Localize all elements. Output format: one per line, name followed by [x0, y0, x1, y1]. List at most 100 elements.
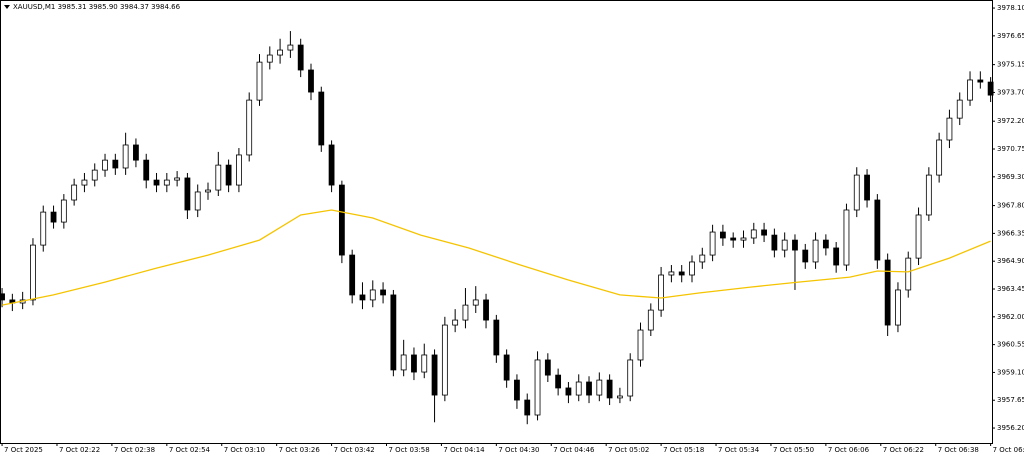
- candle-body: [328, 144, 335, 186]
- candle-body: [441, 324, 448, 396]
- candle-body: [617, 395, 623, 399]
- candle-body: [215, 164, 222, 191]
- candle-body: [225, 164, 232, 186]
- x-tick-label: 7 Oct 06:54: [993, 446, 1024, 454]
- candle-body: [555, 374, 562, 389]
- candle-body: [236, 154, 242, 186]
- candle-body: [750, 229, 757, 239]
- x-tick-label: 7 Oct 04:46: [553, 446, 595, 454]
- candle-body: [905, 257, 912, 291]
- moving-average: [1, 209, 991, 306]
- y-tick-label: 3964.90: [997, 257, 1024, 265]
- candle-body: [205, 189, 211, 193]
- y-tick-label: 3956.20: [997, 424, 1024, 432]
- x-tick-label: 7 Oct 02:38: [114, 446, 155, 454]
- x-tick-label: 7 Oct 06:06: [828, 446, 870, 454]
- candle-body: [719, 231, 726, 239]
- candle-body: [864, 174, 870, 201]
- y-tick-label: 3963.45: [997, 285, 1024, 293]
- y-tick-label: 3962.00: [997, 313, 1024, 321]
- candle-body: [297, 44, 304, 71]
- y-tick-label: 3960.55: [997, 341, 1024, 349]
- candle-body: [802, 249, 809, 263]
- candle-body: [874, 199, 881, 261]
- candle-body: [967, 79, 973, 101]
- candle-body: [792, 239, 798, 251]
- y-tick-label: 3978.10: [997, 4, 1024, 12]
- candle-body: [462, 304, 469, 321]
- y-tick-label: 3969.30: [997, 173, 1024, 181]
- x-tick-label: 7 Oct 05:34: [718, 446, 760, 454]
- candle-body: [112, 159, 119, 169]
- candle-body: [936, 139, 943, 176]
- candle-body: [668, 271, 675, 276]
- candle-body: [411, 354, 417, 373]
- candle-body: [678, 271, 685, 276]
- candle-body: [174, 177, 181, 181]
- candle-body: [895, 289, 901, 326]
- candle-body: [133, 144, 139, 161]
- x-tick-label: 7 Oct 05:18: [663, 446, 704, 454]
- candle-body: [277, 49, 283, 56]
- candle-body: [884, 259, 891, 326]
- x-tick-label: 7 Oct 06:38: [938, 446, 979, 454]
- candle-body: [40, 211, 47, 246]
- candle-body: [647, 309, 654, 331]
- candle-body: [699, 254, 706, 263]
- candle-body: [822, 239, 829, 249]
- candle-body: [122, 144, 129, 169]
- candle-body: [153, 179, 160, 186]
- y-tick-label: 3967.80: [997, 202, 1024, 210]
- y-tick-label: 3970.75: [997, 145, 1024, 153]
- candle-body: [349, 254, 356, 296]
- candle-body: [256, 61, 263, 101]
- candle-body: [544, 359, 551, 376]
- candle-body: [843, 209, 850, 266]
- candle-body: [956, 99, 963, 119]
- candle-body: [483, 299, 489, 321]
- candle-body: [853, 174, 860, 211]
- x-tick-label: 7 Oct 04:30: [498, 446, 539, 454]
- x-tick-label: 7 Oct 04:14: [443, 446, 485, 454]
- candle-body: [431, 354, 438, 396]
- candle-body: [833, 247, 840, 266]
- y-tick-label: 3976.65: [997, 32, 1024, 40]
- candle-body: [102, 159, 108, 171]
- x-tick-label: 7 Oct 03:58: [389, 446, 430, 454]
- menu-triangle[interactable]: [4, 5, 10, 9]
- candle-body: [421, 354, 428, 373]
- candle-body: [60, 199, 67, 223]
- x-tick-label: 7 Oct 2025: [4, 446, 43, 454]
- candle-body: [338, 184, 345, 256]
- x-tick-label: 7 Oct 02:54: [169, 446, 211, 454]
- candle-body: [266, 54, 273, 63]
- candle-body: [781, 239, 788, 251]
- candle-body: [0, 293, 5, 301]
- candle-body: [596, 379, 603, 396]
- candle-body: [565, 387, 572, 396]
- candle-body: [977, 79, 984, 83]
- candle-body: [503, 354, 510, 381]
- y-tick-label: 3966.35: [997, 229, 1024, 237]
- candle-body: [163, 179, 170, 186]
- y-tick-label: 3975.15: [997, 61, 1024, 69]
- candle-body: [689, 261, 695, 276]
- candle-body: [534, 359, 541, 416]
- x-tick-label: 7 Oct 02:22: [59, 446, 100, 454]
- x-tick-label: 7 Oct 06:22: [883, 446, 924, 454]
- candle-body: [514, 379, 520, 401]
- candle-body: [143, 159, 150, 181]
- y-tick-label: 3959.10: [997, 368, 1024, 376]
- candle-body: [308, 69, 314, 93]
- candle-body: [194, 191, 201, 211]
- x-tick-label: 7 Oct 05:02: [608, 446, 649, 454]
- candle-body: [380, 289, 386, 296]
- candle-body: [400, 354, 407, 371]
- candle-body: [390, 294, 397, 371]
- candle-body: [925, 174, 932, 216]
- x-tick-label: 7 Oct 03:10: [224, 446, 265, 454]
- candle-body: [91, 169, 98, 181]
- candle-body: [472, 299, 479, 306]
- candle-body: [287, 44, 294, 51]
- x-tick-label: 7 Oct 05:50: [773, 446, 814, 454]
